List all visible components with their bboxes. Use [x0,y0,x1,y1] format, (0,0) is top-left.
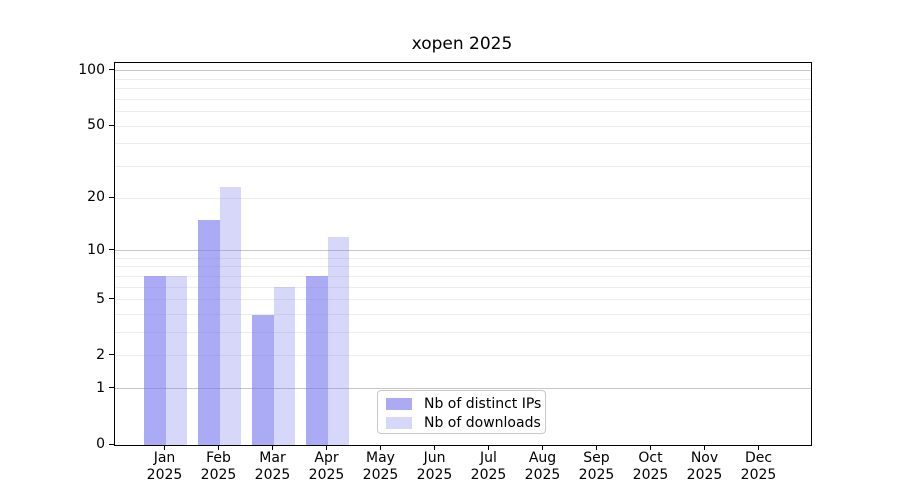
x-tick-label: Oct 2025 [632,450,669,483]
y-tick-mark [109,124,114,126]
x-tick-mark [758,445,759,450]
legend-swatch-downloads [386,417,412,429]
y-tick-mark [109,354,114,356]
bar-distinct-ips-mar [252,314,274,445]
minor-gridline [115,286,811,288]
y-tick-label: 20 [87,189,105,206]
x-tick-label: Nov 2025 [686,450,723,483]
major-gridline [115,388,811,390]
minor-gridline [115,98,811,100]
x-tick-label: Jun 2025 [416,450,453,483]
minor-gridline [115,355,811,357]
y-tick-mark [109,249,114,250]
major-gridline [115,250,811,251]
y-tick-mark [109,387,114,389]
plot-area [114,62,812,446]
bar-downloads-feb [219,187,241,445]
legend-entry-downloads: Nb of downloads [386,414,545,432]
x-tick-mark [650,445,651,450]
y-tick-label: 1 [96,379,105,396]
major-gridline [115,70,811,72]
bar-distinct-ips-jan [144,276,166,445]
legend-label: Nb of downloads [424,415,541,431]
minor-gridline [115,111,811,113]
x-tick-label: Jul 2025 [470,450,507,483]
x-tick-mark [326,445,327,450]
bar-downloads-mar [273,287,295,445]
y-tick-label: 2 [96,346,105,363]
minor-gridline [115,314,811,315]
bar-downloads-apr [327,237,349,445]
x-tick-label: Sep 2025 [578,450,615,483]
bar-distinct-ips-feb [198,220,220,445]
y-tick-label: 100 [78,61,105,78]
chart-title: xopen 2025 [411,34,513,54]
x-tick-label: May 2025 [362,450,399,483]
y-tick-mark [109,298,114,300]
y-tick-mark [109,69,114,71]
legend: Nb of distinct IPs Nb of downloads [377,390,546,434]
x-tick-mark [272,445,273,450]
x-tick-mark [164,445,165,450]
x-tick-mark [488,445,489,450]
x-tick-label: Jan 2025 [146,450,183,483]
minor-gridline [115,143,811,145]
minor-gridline [115,275,811,277]
y-tick-label: 50 [87,117,105,134]
minor-gridline [115,125,811,127]
y-tick-label: 0 [96,436,105,452]
minor-gridline [115,257,811,259]
minor-gridline [115,299,811,301]
minor-gridline [115,88,811,90]
legend-swatch-distinct-ips [386,398,412,410]
x-tick-label: Apr 2025 [308,450,345,483]
x-tick-mark [542,445,543,450]
x-tick-label: Mar 2025 [254,450,291,483]
x-tick-mark [596,445,597,450]
minor-gridline [115,266,811,268]
minor-gridline [115,166,811,167]
legend-label: Nb of distinct IPs [424,396,542,412]
x-tick-mark [218,445,219,450]
x-tick-label: Aug 2025 [524,450,561,483]
legend-entry-distinct-ips: Nb of distinct IPs [386,395,545,413]
x-tick-label: Dec 2025 [740,450,777,483]
y-tick-label: 10 [87,241,105,258]
x-tick-mark [704,445,705,450]
x-tick-mark [434,445,435,450]
x-tick-mark [380,445,381,450]
minor-gridline [115,332,811,334]
minor-gridline [115,78,811,80]
bar-distinct-ips-apr [306,276,328,445]
x-tick-label: Feb 2025 [200,450,237,483]
y-tick-label: 5 [96,290,105,307]
y-tick-mark [109,443,114,445]
y-tick-mark [109,196,114,198]
minor-gridline [115,197,811,199]
bar-downloads-jan [165,276,187,445]
